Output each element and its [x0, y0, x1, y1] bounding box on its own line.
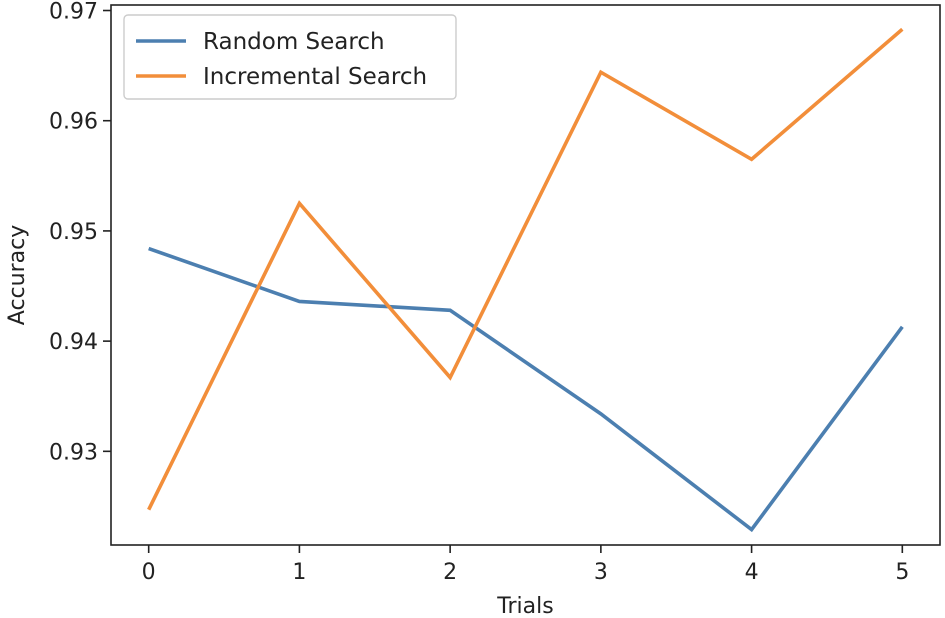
plot-area — [147, 27, 904, 533]
plot-frame — [110, 4, 941, 546]
x-axis-label: Trials — [496, 594, 553, 618]
series-line-incremental-search — [147, 27, 904, 511]
x-tick-label: 1 — [292, 560, 306, 585]
legend-label: Random Search — [203, 29, 385, 55]
legend-label: Incremental Search — [203, 64, 427, 90]
y-tick-label: 0.93 — [49, 440, 98, 465]
x-tick-label: 5 — [895, 560, 909, 585]
x-tick-label: 4 — [745, 560, 759, 585]
y-tick-label: 0.96 — [49, 110, 98, 135]
y-tick-label: 0.95 — [49, 220, 98, 245]
y-axis: 0.93 0.94 0.95 0.96 0.97 — [49, 0, 111, 465]
x-axis: 0 1 2 3 4 5 — [142, 545, 909, 585]
series-line-random-search — [148, 246, 904, 533]
x-tick-label: 0 — [142, 560, 156, 585]
legend-box — [123, 14, 457, 100]
y-tick-label: 0.94 — [49, 330, 98, 355]
x-tick-label: 2 — [443, 560, 457, 585]
x-tick-label: 3 — [594, 560, 608, 585]
y-axis-label: Accuracy — [5, 225, 30, 325]
legend: Random Search Incremental Search — [123, 14, 457, 100]
y-tick-label: 0.97 — [49, 0, 98, 25]
